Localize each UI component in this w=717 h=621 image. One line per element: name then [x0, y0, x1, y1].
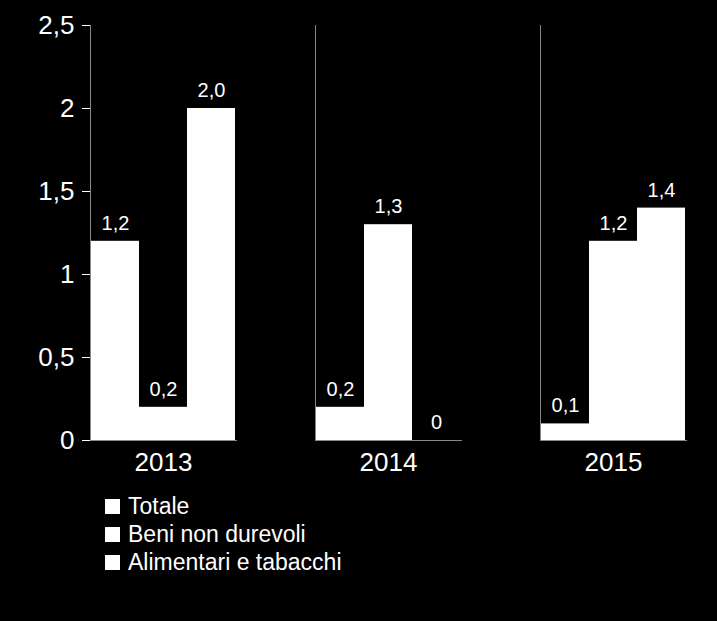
- svg-text:0,2: 0,2: [327, 378, 355, 400]
- svg-text:2,5: 2,5: [38, 10, 74, 40]
- svg-text:2013: 2013: [135, 447, 193, 477]
- svg-text:0: 0: [60, 425, 74, 455]
- svg-text:1,4: 1,4: [648, 179, 676, 201]
- svg-text:2015: 2015: [585, 447, 643, 477]
- svg-text:2014: 2014: [360, 447, 418, 477]
- svg-text:1,5: 1,5: [38, 176, 74, 206]
- svg-text:0,2: 0,2: [150, 378, 178, 400]
- svg-text:0: 0: [431, 411, 442, 433]
- html-text:Beni non durevoli: Beni non durevoli: [128, 521, 306, 547]
- svg-text:1,2: 1,2: [600, 212, 628, 234]
- svg-text:2,0: 2,0: [198, 79, 226, 101]
- svg-text:2: 2: [60, 93, 74, 123]
- svg-text:1: 1: [60, 259, 74, 289]
- svg-text:0,5: 0,5: [38, 342, 74, 372]
- html-text:Alimentari e tabacchi: Alimentari e tabacchi: [128, 549, 342, 575]
- html-text:Totale: Totale: [128, 493, 190, 519]
- svg-text:1,2: 1,2: [102, 212, 130, 234]
- svg-text:1,3: 1,3: [375, 195, 403, 217]
- svg-text:0,1: 0,1: [552, 394, 580, 416]
